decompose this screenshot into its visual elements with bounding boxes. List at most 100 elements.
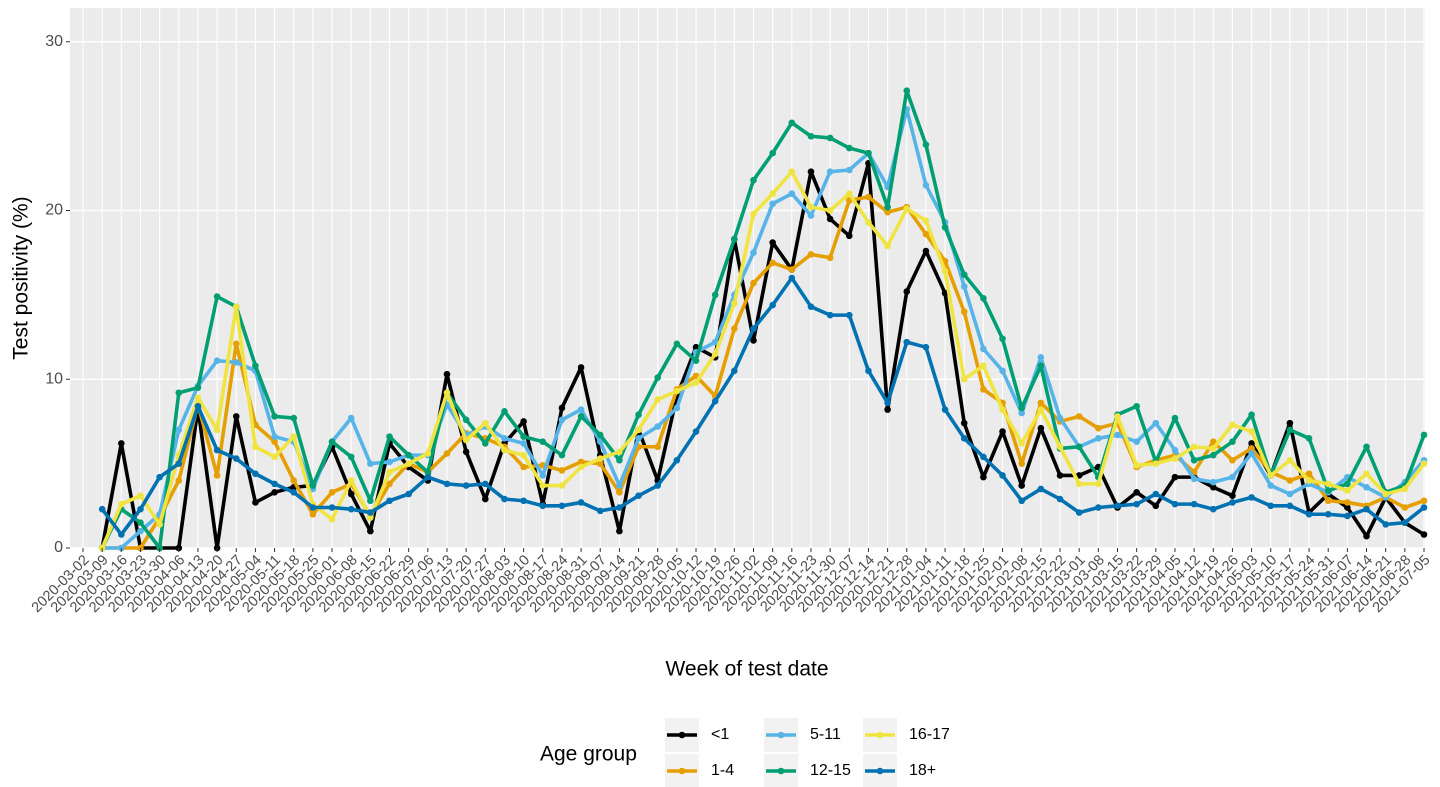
- data-point: [903, 87, 911, 94]
- data-point: [539, 502, 547, 510]
- data-point: [252, 362, 259, 370]
- data-point: [1095, 435, 1102, 442]
- legend: <1 1-4 5-11 12-15 16-17 18+: [665, 718, 950, 787]
- data-point: [1018, 440, 1025, 447]
- y-tick-label: 30: [45, 33, 63, 50]
- data-point: [520, 463, 527, 471]
- data-point: [845, 311, 853, 319]
- data-point: [826, 254, 834, 262]
- data-point: [1420, 504, 1428, 511]
- data-point: [290, 477, 298, 484]
- data-point: [1133, 500, 1140, 508]
- data-point: [577, 499, 585, 506]
- data-point: [980, 386, 987, 393]
- data-point: [1286, 490, 1294, 498]
- data-point: [213, 426, 221, 434]
- legend-label: <1: [711, 726, 729, 743]
- data-point: [845, 144, 853, 152]
- data-point: [482, 495, 489, 503]
- y-axis-title: Test positivity (%): [10, 196, 33, 359]
- data-point: [1324, 497, 1332, 505]
- data-point: [1305, 510, 1313, 518]
- data-point: [137, 519, 144, 526]
- data-point: [941, 224, 949, 231]
- legend-label: 1-4: [711, 762, 734, 779]
- data-point: [1209, 445, 1217, 452]
- data-point: [1305, 435, 1313, 442]
- data-point: [1382, 521, 1389, 528]
- data-point: [596, 507, 604, 515]
- data-point: [1037, 424, 1045, 432]
- data-point: [252, 443, 259, 451]
- data-point: [232, 340, 240, 348]
- data-point: [750, 337, 757, 344]
- data-point: [960, 419, 968, 427]
- data-point: [1056, 472, 1064, 479]
- data-point: [750, 279, 757, 287]
- data-point: [826, 215, 834, 223]
- data-point: [807, 251, 815, 258]
- data-point: [271, 438, 278, 445]
- data-point: [482, 480, 489, 488]
- data-point: [654, 374, 662, 381]
- data-point: [1324, 510, 1332, 518]
- data-point: [616, 482, 623, 489]
- data-point: [865, 367, 872, 375]
- data-point: [386, 433, 393, 440]
- data-point: [750, 176, 757, 184]
- data-point: [405, 460, 412, 467]
- data-point: [1095, 480, 1102, 488]
- data-point: [750, 210, 757, 218]
- data-point: [1018, 482, 1025, 489]
- data-point: [1267, 482, 1275, 489]
- data-point: [520, 497, 527, 505]
- data-point: [1248, 494, 1255, 501]
- data-point: [769, 149, 776, 157]
- data-point: [769, 301, 776, 309]
- data-point: [922, 230, 930, 238]
- data-point: [1344, 504, 1351, 511]
- data-point: [1344, 512, 1351, 520]
- data-point: [616, 504, 623, 511]
- data-point: [1095, 424, 1102, 432]
- data-point: [1305, 477, 1313, 484]
- data-point: [1401, 519, 1409, 526]
- data-point: [1037, 399, 1045, 407]
- data-point: [1229, 456, 1236, 464]
- data-point: [1363, 505, 1370, 513]
- data-point: [1420, 431, 1428, 439]
- data-point: [1229, 438, 1236, 445]
- data-point: [462, 448, 470, 456]
- legend-label: 12-15: [810, 762, 851, 779]
- data-point: [213, 357, 221, 364]
- data-point: [1229, 421, 1236, 429]
- series-line: [100, 88, 1426, 550]
- data-point: [1171, 455, 1179, 462]
- data-point: [1190, 500, 1198, 508]
- data-point: [1152, 490, 1160, 498]
- data-point: [1363, 443, 1370, 451]
- data-point: [328, 438, 336, 445]
- data-point: [232, 359, 240, 366]
- data-point: [941, 289, 949, 297]
- data-point: [1095, 504, 1102, 511]
- data-point: [1171, 500, 1179, 508]
- legend-point: [876, 731, 884, 739]
- data-point: [290, 489, 298, 496]
- data-point: [1401, 504, 1409, 511]
- data-point: [462, 436, 470, 444]
- data-point: [980, 345, 987, 353]
- data-point: [788, 119, 796, 127]
- data-point: [309, 482, 317, 489]
- data-point: [424, 450, 432, 457]
- data-point: [501, 435, 508, 442]
- data-point: [137, 505, 144, 513]
- data-point: [118, 531, 125, 538]
- data-point: [673, 404, 681, 412]
- data-point: [1209, 505, 1217, 513]
- data-point: [1248, 440, 1255, 447]
- data-point: [1248, 450, 1255, 457]
- data-point: [922, 247, 930, 255]
- data-point: [731, 235, 738, 243]
- data-point: [1114, 431, 1121, 439]
